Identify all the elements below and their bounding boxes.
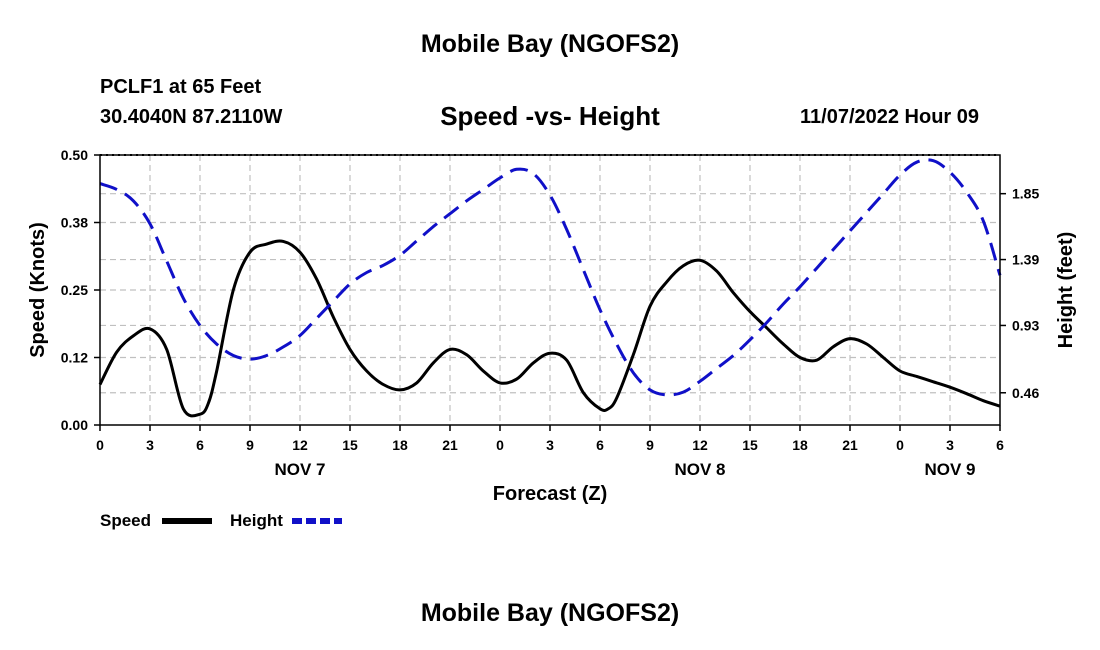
- x-axis-ticks: 0 3 6 9 12 15 18 21 0 3 6 9 12 15 18 21 0 3 6 NOV 7 NOV 8 NOV…: [96, 425, 1004, 479]
- x-tick-label: 18: [792, 437, 808, 453]
- date-label: NOV 7: [274, 460, 325, 479]
- x-tick-label: 6: [196, 437, 204, 453]
- x-tick-label: 9: [246, 437, 254, 453]
- y2-tick-label: 0.46: [1012, 385, 1039, 401]
- x-tick-label: 9: [646, 437, 654, 453]
- x-tick-label: 18: [392, 437, 408, 453]
- y-tick-label: 0.50: [61, 147, 88, 163]
- y2-axis-ticks: 0.46 0.93 1.39 1.85: [1000, 186, 1039, 401]
- y-tick-label: 0.12: [61, 350, 88, 366]
- x-tick-label: 12: [692, 437, 708, 453]
- y2-axis-label: Height (feet): [1055, 232, 1077, 349]
- x-tick-label: 0: [496, 437, 504, 453]
- y2-tick-label: 1.39: [1012, 252, 1039, 268]
- x-tick-label: 12: [292, 437, 308, 453]
- x-tick-label: 21: [442, 437, 458, 453]
- coordinates-label: 30.4040N 87.2110W: [100, 106, 283, 128]
- y-axis-ticks: 0.00 0.12 0.25 0.38 0.50: [61, 147, 100, 433]
- datetime-label: 11/07/2022 Hour 09: [800, 106, 980, 128]
- y2-tick-label: 0.93: [1012, 317, 1039, 333]
- x-tick-label: 15: [342, 437, 358, 453]
- main-title: Mobile Bay (NGOFS2): [420, 30, 680, 58]
- x-tick-label: 3: [146, 437, 154, 453]
- date-label: NOV 9: [924, 460, 975, 479]
- x-tick-label: 6: [596, 437, 604, 453]
- y-tick-label: 0.00: [61, 417, 88, 433]
- y2-tick-label: 1.85: [1012, 186, 1039, 202]
- station-label: PCLF1 at 65 Feet: [100, 76, 262, 98]
- y-tick-label: 0.38: [61, 215, 88, 231]
- x-tick-label: 3: [946, 437, 954, 453]
- grid: [100, 154, 1000, 425]
- speed-series-line: [98, 239, 1001, 418]
- x-tick-label: 15: [742, 437, 758, 453]
- legend: Speed Height: [100, 511, 342, 530]
- y-tick-label: 0.25: [61, 282, 88, 298]
- y-axis-label: Speed (Knots): [27, 222, 49, 358]
- legend-label-speed: Speed: [100, 511, 151, 530]
- x-tick-label: 0: [96, 437, 104, 453]
- x-tick-label: 0: [896, 437, 904, 453]
- x-tick-label: 3: [546, 437, 554, 453]
- x-tick-label: 21: [842, 437, 858, 453]
- x-axis-label: Forecast (Z): [493, 483, 607, 505]
- date-label: NOV 8: [674, 460, 725, 479]
- footer-title: Mobile Bay (NGOFS2): [420, 599, 680, 627]
- chart-title: Speed -vs- Height: [440, 101, 660, 131]
- axis-labels: Forecast (Z) Speed (Knots) Height (feet): [27, 222, 1077, 505]
- legend-label-height: Height: [230, 511, 283, 530]
- series: [98, 158, 1002, 418]
- x-tick-label: 6: [996, 437, 1004, 453]
